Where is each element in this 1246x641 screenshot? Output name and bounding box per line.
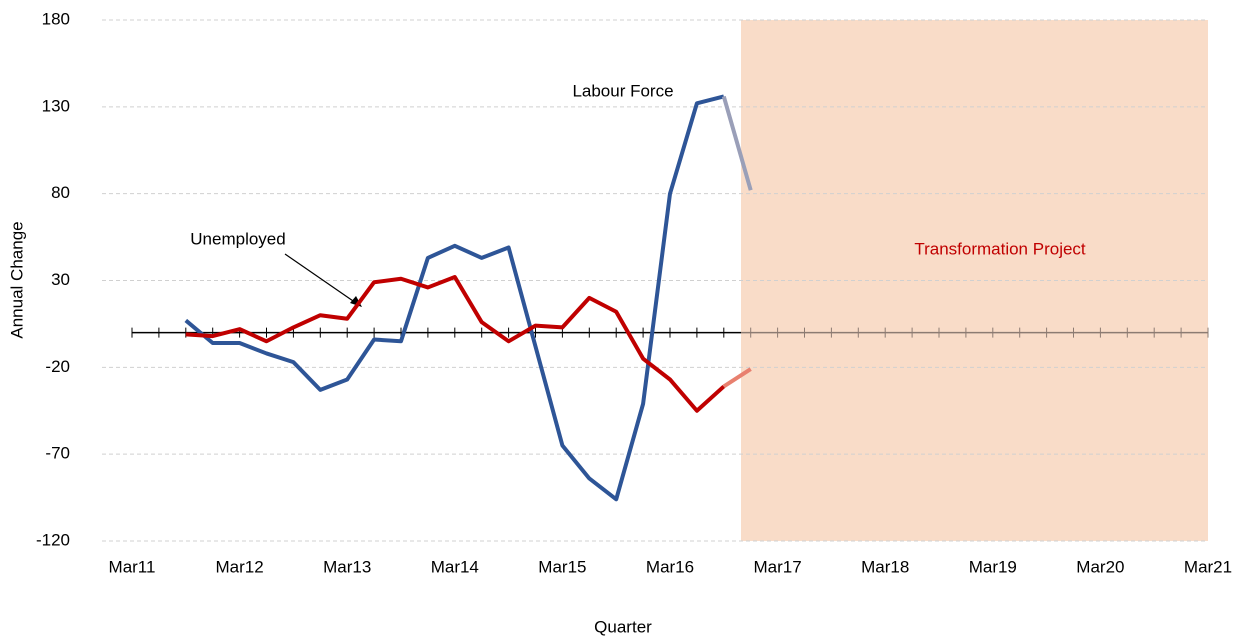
y-tick-label: -20 — [45, 357, 70, 376]
y-tick-label: -120 — [36, 530, 70, 549]
series-line-projection — [722, 367, 752, 389]
x-tick-label: Mar11 — [109, 557, 156, 576]
grid — [102, 19, 1208, 542]
x-tick-label: Mar17 — [754, 557, 802, 576]
y-tick-label: 130 — [42, 96, 70, 115]
x-tick-label: Mar14 — [431, 557, 479, 576]
callout-arrow — [284, 253, 357, 304]
series-label: Unemployed — [190, 229, 285, 248]
y-tick-label: 80 — [51, 183, 70, 202]
x-tick-label: Mar12 — [216, 557, 264, 576]
series-line — [184, 94, 725, 502]
x-tick-label: Mar18 — [861, 557, 909, 576]
x-axis-title: Quarter — [594, 617, 652, 636]
x-tick-label: Mar19 — [969, 557, 1017, 576]
series-label: Labour Force — [572, 81, 673, 100]
y-axis-title: Annual Change — [7, 221, 26, 338]
y-tick-label: -70 — [45, 444, 70, 463]
x-tick-label: Mar13 — [323, 557, 371, 576]
y-tick-label: 180 — [42, 9, 70, 28]
x-tick-label: Mar20 — [1076, 557, 1124, 576]
series-line — [185, 275, 726, 413]
shade-label: Transformation Project — [914, 239, 1086, 258]
y-tick-label: 30 — [51, 270, 70, 289]
x-tick-label: Mar16 — [646, 557, 694, 576]
x-tick-label: Mar21 — [1184, 557, 1232, 576]
x-tick-label: Mar15 — [538, 557, 586, 576]
series-line-projection — [721, 95, 753, 191]
